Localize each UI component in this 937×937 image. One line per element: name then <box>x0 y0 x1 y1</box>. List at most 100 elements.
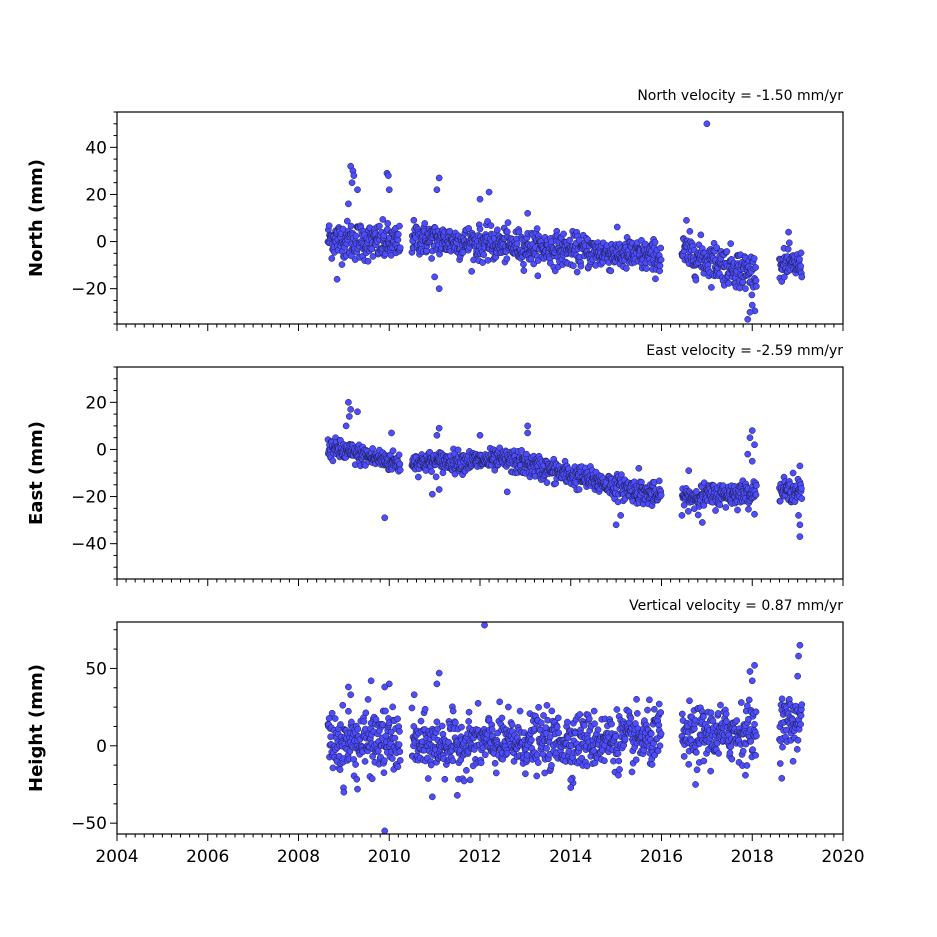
data-point <box>692 749 700 756</box>
data-point <box>575 486 583 493</box>
data-point <box>555 729 563 737</box>
data-point <box>394 763 402 771</box>
data-point <box>798 273 806 281</box>
data-point <box>744 315 752 323</box>
north-ytick-labels: −20 0 20 40 <box>71 138 107 299</box>
data-point <box>785 228 792 236</box>
data-point <box>685 467 693 474</box>
y-tick-label: 20 <box>85 185 107 205</box>
data-point <box>793 745 801 753</box>
data-point <box>367 677 375 685</box>
data-point <box>683 217 690 224</box>
data-point <box>394 715 401 723</box>
data-point <box>581 722 588 729</box>
y-tick-label: 0 <box>96 233 107 253</box>
data-point <box>726 749 734 757</box>
data-point <box>694 511 702 519</box>
data-point <box>749 746 756 753</box>
data-point <box>778 695 786 703</box>
data-point <box>753 283 760 290</box>
data-point <box>797 262 805 270</box>
data-point <box>395 451 403 459</box>
data-point <box>328 255 336 262</box>
x-tick-label: 2012 <box>458 847 501 867</box>
data-point <box>433 186 441 194</box>
data-point <box>796 521 804 529</box>
data-point <box>476 225 484 233</box>
data-point <box>543 479 551 486</box>
data-point <box>727 240 735 247</box>
data-point <box>465 718 473 725</box>
height-velocity-title: Vertical velocity = 0.87 mm/yr <box>629 598 843 614</box>
north-data-points <box>324 120 806 323</box>
data-point <box>343 217 351 225</box>
data-point <box>534 272 542 280</box>
data-point <box>577 262 585 270</box>
data-point <box>570 262 577 270</box>
data-point <box>535 703 542 711</box>
data-point <box>428 468 435 476</box>
data-point <box>644 706 651 714</box>
data-point <box>716 501 724 509</box>
data-point <box>627 714 635 722</box>
north-ylabel: North (mm) <box>26 159 47 277</box>
data-point <box>354 408 361 416</box>
data-point <box>389 703 396 711</box>
data-point <box>621 735 629 743</box>
data-point <box>350 172 358 179</box>
data-point <box>742 285 749 293</box>
data-point <box>380 769 388 777</box>
data-point <box>325 222 333 230</box>
data-point <box>480 251 488 259</box>
data-point <box>484 257 492 264</box>
data-point <box>691 716 699 724</box>
data-point <box>530 260 538 268</box>
data-point <box>723 717 730 725</box>
data-point <box>396 244 404 252</box>
data-point <box>713 244 721 251</box>
data-point <box>753 482 760 489</box>
data-point <box>748 677 756 685</box>
data-point <box>648 761 656 768</box>
x-tick-label: 2016 <box>640 847 683 867</box>
data-point <box>548 762 555 769</box>
x-tick-label: 2014 <box>549 847 592 867</box>
data-point <box>327 733 334 741</box>
data-point <box>522 770 529 778</box>
x-tick-label: 2008 <box>277 847 320 867</box>
data-point <box>494 226 501 234</box>
data-point <box>468 268 476 275</box>
data-point <box>485 188 493 196</box>
data-point <box>441 775 449 783</box>
data-point <box>727 743 735 751</box>
data-point <box>746 668 754 675</box>
data-point <box>722 710 730 718</box>
data-point <box>797 712 805 719</box>
data-point <box>686 228 694 235</box>
data-point <box>789 469 797 477</box>
data-point <box>657 491 665 499</box>
data-point <box>385 186 393 194</box>
data-point <box>384 172 392 179</box>
data-point <box>347 691 355 699</box>
data-point <box>647 730 655 738</box>
y-tick-label: −20 <box>71 280 107 300</box>
data-point <box>498 714 506 722</box>
data-point <box>567 784 575 791</box>
data-point <box>435 424 443 432</box>
data-point <box>564 718 571 726</box>
east-panel: −40 −20 0 20 East velocity = -2.59 mm/yr Ea… <box>26 343 844 586</box>
data-point <box>424 775 432 782</box>
data-point <box>421 705 429 713</box>
data-point <box>396 460 404 468</box>
data-point <box>421 220 429 227</box>
data-point <box>725 280 733 287</box>
y-tick-label: −50 <box>71 814 107 834</box>
data-point <box>333 275 341 283</box>
data-point <box>796 462 804 470</box>
data-point <box>794 672 801 680</box>
data-point <box>585 715 593 723</box>
data-point <box>656 262 664 270</box>
data-point <box>481 621 488 629</box>
